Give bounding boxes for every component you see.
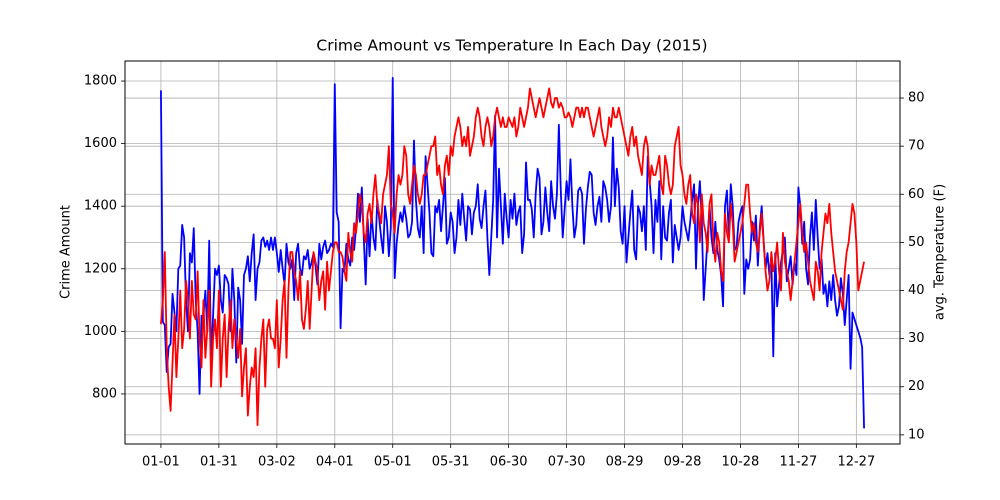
y-tick-label: 1600	[84, 136, 117, 151]
x-tick-label: 03-02	[258, 455, 296, 470]
data-line	[160, 87, 865, 427]
y2-tick-label: 10	[908, 427, 925, 442]
y-tick-label: 1200	[84, 261, 117, 276]
y2-tick-label: 70	[908, 139, 925, 154]
y-tick-label: 800	[92, 386, 117, 401]
x-tick-label: 11-27	[780, 455, 818, 470]
chart-title: Crime Amount vs Temperature In Each Day …	[316, 37, 707, 55]
y2-tick-label: 40	[908, 283, 925, 298]
x-tick-label: 05-31	[432, 455, 470, 470]
y2-tick-label: 30	[908, 331, 925, 346]
y-tick-label: 1000	[84, 324, 117, 339]
y-tick-label: 1800	[84, 74, 117, 89]
x-tick-label: 06-30	[490, 455, 528, 470]
y2-tick-label: 50	[908, 235, 925, 250]
x-tick-label: 12-27	[837, 455, 875, 470]
x-tick-label: 01-01	[142, 455, 180, 470]
plot-frame	[124, 60, 901, 445]
x-tick-label: 07-30	[548, 455, 586, 470]
x-tick-label: 01-31	[200, 455, 238, 470]
x-tick-label: 05-01	[374, 455, 412, 470]
x-tick-label: 08-29	[606, 455, 644, 470]
y-axis-label: Crime Amount	[59, 205, 74, 299]
x-tick-label: 04-01	[316, 455, 354, 470]
y2-tick-label: 20	[908, 379, 925, 394]
x-tick-label: 09-28	[664, 455, 702, 470]
y2-axis-label: avg. Temperature (F)	[933, 184, 948, 320]
y2-tick-label: 80	[908, 91, 925, 106]
y2-tick-label: 60	[908, 187, 925, 202]
data-line	[160, 77, 865, 429]
x-tick-label: 10-28	[722, 455, 760, 470]
y-tick-label: 1400	[84, 199, 117, 214]
